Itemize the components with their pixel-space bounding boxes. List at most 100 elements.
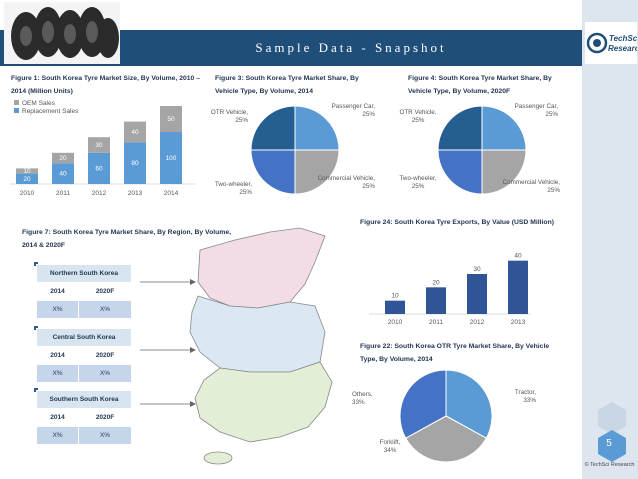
val-2014: X% (35, 300, 80, 319)
svg-text:TechSci: TechSci (609, 34, 637, 43)
val-2020f: X% (78, 364, 132, 383)
bar-replacement (124, 142, 146, 184)
pie-slice (445, 369, 493, 439)
tick-label: 2012 (470, 319, 485, 326)
region-name: Northern South Korea (36, 264, 132, 283)
data-label: 50 (167, 116, 175, 123)
bar (426, 287, 446, 314)
fig24-chart: 10 2010 20 2011 30 2012 40 2013 (369, 253, 531, 326)
bar-oem (88, 137, 110, 153)
fig4-chart: Passenger Car, 25% Commercial Vehicle, 25% T… (399, 103, 561, 195)
right-panel (582, 0, 638, 479)
data-label: 30 (95, 142, 103, 149)
region-name: Central South Korea (36, 328, 132, 347)
svg-text:Research: Research (608, 44, 637, 53)
data-label: 10 (23, 168, 31, 175)
tick-label: 2013 (128, 190, 143, 197)
pie-slice (250, 149, 296, 195)
tick-label: 2010 (388, 319, 403, 326)
slice-label: Commercial Vehicle, 25% (318, 175, 376, 190)
region-name: Southern South Korea (36, 390, 132, 409)
slice-label: Passenger Car, 25% (332, 103, 376, 118)
val-2020f: X% (78, 426, 132, 445)
pie-slice (481, 149, 527, 195)
legend-swatch (14, 108, 19, 113)
fig22-chart: Tractor, 33% Forklift, 34% Others, 33% (352, 369, 537, 463)
data-label: 20 (23, 176, 31, 183)
fig4-title: Figure 4: South Korea Tyre Market Share,… (408, 75, 552, 95)
bar (385, 300, 405, 314)
page-title: Sample Data - Snapshot (255, 40, 447, 55)
legend-label: OEM Sales (22, 100, 56, 107)
bar-replacement (16, 173, 38, 184)
data-label: 60 (95, 165, 103, 172)
slice-label: Others, 33% (352, 391, 373, 406)
col-2014: 2014 (35, 282, 80, 301)
decor-hexagons (598, 402, 626, 462)
data-label: 100 (166, 155, 177, 162)
val-2014: X% (35, 364, 80, 383)
data-label: 10 (391, 293, 399, 300)
slice-label: Commercial Vehicle, 25% (503, 179, 561, 194)
fig7-title: Figure 7: South Korea Tyre Market Share,… (22, 229, 231, 249)
data-label: 80 (131, 160, 139, 167)
fig1-title: Figure 1: South Korea Tyre Market Size, … (11, 75, 200, 95)
slice-label: Passenger Car, 25% (515, 103, 559, 118)
fig3-chart: Passenger Car, 25% Commercial Vehicle, 25% T… (211, 103, 376, 196)
fig3-title: Figure 3: South Korea Tyre Market Share,… (215, 75, 359, 95)
slice-label: Two-wheeler, 25% (215, 181, 253, 196)
bar-replacement (88, 152, 110, 184)
table-northern: Northern South Korea 2014 2020F X% X% (34, 262, 132, 319)
pie-slice (481, 105, 527, 151)
techsci-logo: TechSci Research (585, 22, 638, 64)
slice-label: Tractor, 33% (515, 389, 537, 404)
table-central: Central South Korea 2014 2020F X% X% (34, 326, 132, 383)
pie-slice (437, 149, 483, 195)
data-label: 40 (59, 171, 67, 178)
data-label: 40 (131, 129, 139, 136)
col-2014: 2014 (35, 408, 80, 427)
legend-swatch (14, 100, 19, 105)
fig24-title: Figure 24: South Korea Tyre Exports, By … (360, 219, 554, 226)
pie-slice (250, 105, 296, 151)
bar-oem (52, 152, 74, 164)
data-label: 40 (514, 253, 522, 260)
col-2020f: 2020F (78, 346, 132, 365)
tick-label: 2011 (56, 190, 70, 197)
col-2020f: 2020F (78, 282, 132, 301)
val-2014: X% (35, 426, 80, 445)
data-label: 30 (473, 266, 481, 273)
slice-label: Two-wheeler, 25% (399, 175, 436, 190)
data-label: 20 (59, 155, 67, 162)
slice-label: Forklift, 34% (380, 439, 401, 454)
bar-oem (124, 121, 146, 143)
val-2020f: X% (78, 300, 132, 319)
bar (508, 260, 528, 314)
bar (467, 274, 487, 314)
slice-label: OTR Vehicle, 25% (399, 109, 436, 124)
tyres-image (4, 2, 120, 64)
table-southern: Southern South Korea 2014 2020F X% X% (34, 388, 132, 445)
tick-label: 2014 (164, 190, 179, 197)
tick-label: 2010 (20, 190, 35, 197)
legend-label: Replacement Sales (22, 108, 79, 115)
bar-oem (160, 106, 182, 132)
tick-label: 2013 (511, 319, 526, 326)
bar-oem (16, 168, 38, 174)
fig22-title: Figure 22: South Korea OTR Tyre Market S… (360, 343, 550, 363)
col-2014: 2014 (35, 346, 80, 365)
bar-replacement (52, 163, 74, 184)
data-label: 20 (432, 279, 440, 286)
bar-replacement (160, 132, 182, 184)
slice-label: OTR Vehicle, 25% (211, 109, 249, 124)
pie-slice (294, 105, 340, 151)
pie-slice (294, 149, 340, 195)
pie-slice (437, 105, 483, 151)
pie-slice (399, 369, 447, 439)
col-2020f: 2020F (78, 408, 132, 427)
korea-map (140, 227, 333, 465)
copyright: © TechSci Research (584, 462, 635, 468)
tick-label: 2011 (429, 319, 443, 326)
tick-label: 2012 (92, 190, 107, 197)
